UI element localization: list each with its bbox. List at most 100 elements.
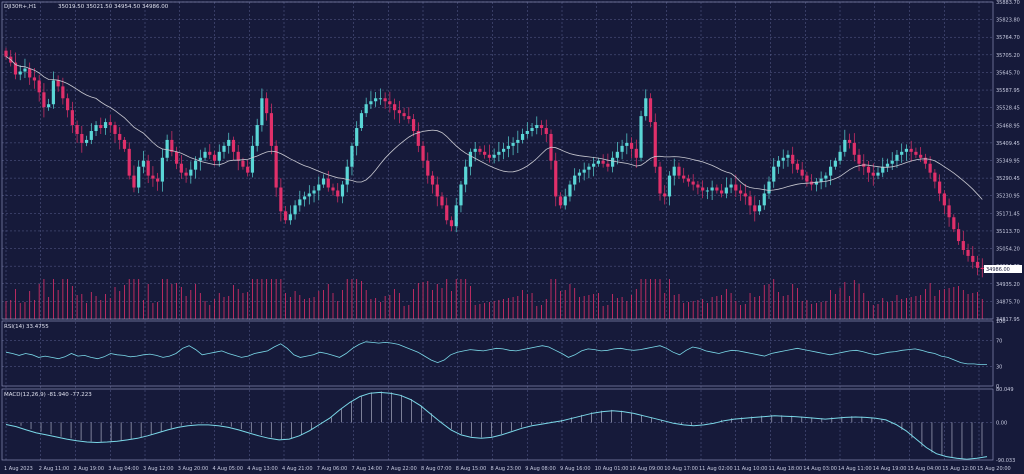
rsi-tick-label: 70 [996, 339, 1002, 345]
candle-body [781, 157, 785, 161]
candle-body [274, 145, 278, 188]
candle-body [525, 131, 529, 134]
time-tick-label: 2 Aug 19:00 [74, 466, 105, 472]
candle-body [833, 160, 837, 167]
candle-body [141, 160, 146, 167]
candle-body [554, 160, 558, 197]
price-tick-label: 35054.20 [996, 247, 1020, 253]
candle-body [203, 151, 207, 158]
time-tick-label: 14 Aug 19:00 [873, 466, 907, 472]
time-tick-label: 14 Aug 11:00 [838, 466, 872, 472]
candle-body [175, 151, 179, 164]
candle-body [468, 151, 473, 167]
moving-average-line [5, 56, 983, 200]
candle-body [677, 166, 681, 176]
candle-body [611, 157, 615, 167]
symbol-label: DJI30ft+,H1 [4, 4, 36, 10]
candle-body [84, 139, 89, 143]
candle-body [843, 139, 847, 152]
time-tick-label: 14 Aug 03:00 [803, 466, 837, 472]
candle-body [776, 160, 781, 167]
candle-body [923, 157, 927, 164]
candle-body [620, 145, 624, 152]
time-tick-label: 11 Aug 18:00 [769, 466, 803, 472]
time-tick-label: 2 Aug 11:00 [39, 466, 70, 472]
candle-body [582, 169, 586, 173]
candle-body [791, 154, 795, 164]
candle-body [279, 187, 283, 212]
rsi-line [5, 341, 987, 366]
candle-body [307, 193, 311, 197]
rsi-label: RSI(14) 33.4755 [4, 324, 49, 330]
candle-body [502, 148, 506, 152]
candle-body [108, 122, 112, 126]
candle-body [378, 98, 382, 100]
candle-body [350, 145, 354, 167]
candle-body [99, 125, 103, 129]
price-tick-label: 35171.45 [996, 211, 1020, 217]
candle-body [75, 125, 79, 134]
candle-body [250, 145, 255, 173]
candle-body [317, 184, 321, 191]
candle-body [42, 92, 46, 108]
candle-body [663, 193, 667, 197]
price-tick-label: 35645.70 [996, 70, 1020, 76]
candle-body [132, 175, 136, 188]
candle-body [193, 160, 198, 170]
panel-frame [1, 320, 994, 387]
time-tick-label: 3 Aug 12:00 [143, 466, 174, 472]
candle-body [530, 128, 534, 132]
candle-body [919, 154, 923, 158]
candle-body [672, 166, 676, 176]
candle-body [411, 119, 416, 132]
macd-panel [5, 391, 988, 460]
candle-body [601, 160, 605, 164]
candle-body [966, 249, 970, 256]
time-tick-label: 1 Aug 2023 [4, 466, 33, 472]
candle-body [971, 255, 975, 262]
candle-body [66, 98, 70, 111]
candle-body [336, 190, 340, 197]
candle-body [70, 110, 74, 126]
candle-body [980, 267, 984, 270]
candle-body [866, 166, 871, 173]
candle-body [544, 128, 548, 134]
candle-body [914, 151, 918, 155]
time-tick-label: 7 Aug 22:00 [386, 466, 417, 472]
macd-histogram [20, 391, 983, 459]
candle-body [904, 148, 909, 152]
time-tick-label: 9 Aug 16:00 [560, 466, 591, 472]
candle-body [805, 175, 809, 182]
candle-body [122, 139, 127, 149]
candle-body [449, 220, 454, 227]
candle-body [667, 175, 672, 197]
candle-body [212, 154, 217, 161]
time-tick-label: 4 Aug 05:00 [213, 466, 244, 472]
candle-body [587, 166, 591, 170]
macd-axis: 80.049 0.00 -90.033 [996, 387, 1015, 464]
rsi-tick-label: 0 [996, 384, 999, 390]
candle-body [639, 116, 643, 158]
price-tick-label: 35705.20 [996, 53, 1020, 59]
candle-body [269, 113, 273, 146]
candle-body [80, 133, 84, 143]
candle-body [819, 178, 823, 182]
time-tick-label: 3 Aug 20:00 [178, 466, 209, 472]
candle-body [592, 163, 596, 167]
candle-body [189, 169, 193, 176]
candle-body [738, 190, 743, 194]
candle-body [710, 187, 714, 191]
candle-body [876, 172, 880, 176]
ohlc-label: 35019.50 35021.50 34954.50 34986.00 [58, 4, 169, 10]
candle-body [743, 193, 747, 197]
rsi-panel [5, 341, 987, 366]
macd-label: MACD(12,26,9) -81.940 -77.223 [4, 392, 92, 398]
macd-tick-label: 80.049 [996, 387, 1014, 393]
price-tick-label: 35823.80 [996, 18, 1020, 24]
time-tick-label: 4 Aug 21:00 [282, 466, 313, 472]
candle-body [302, 196, 307, 200]
candle-body [734, 184, 738, 191]
price-tick-label: 35113.70 [996, 229, 1020, 235]
